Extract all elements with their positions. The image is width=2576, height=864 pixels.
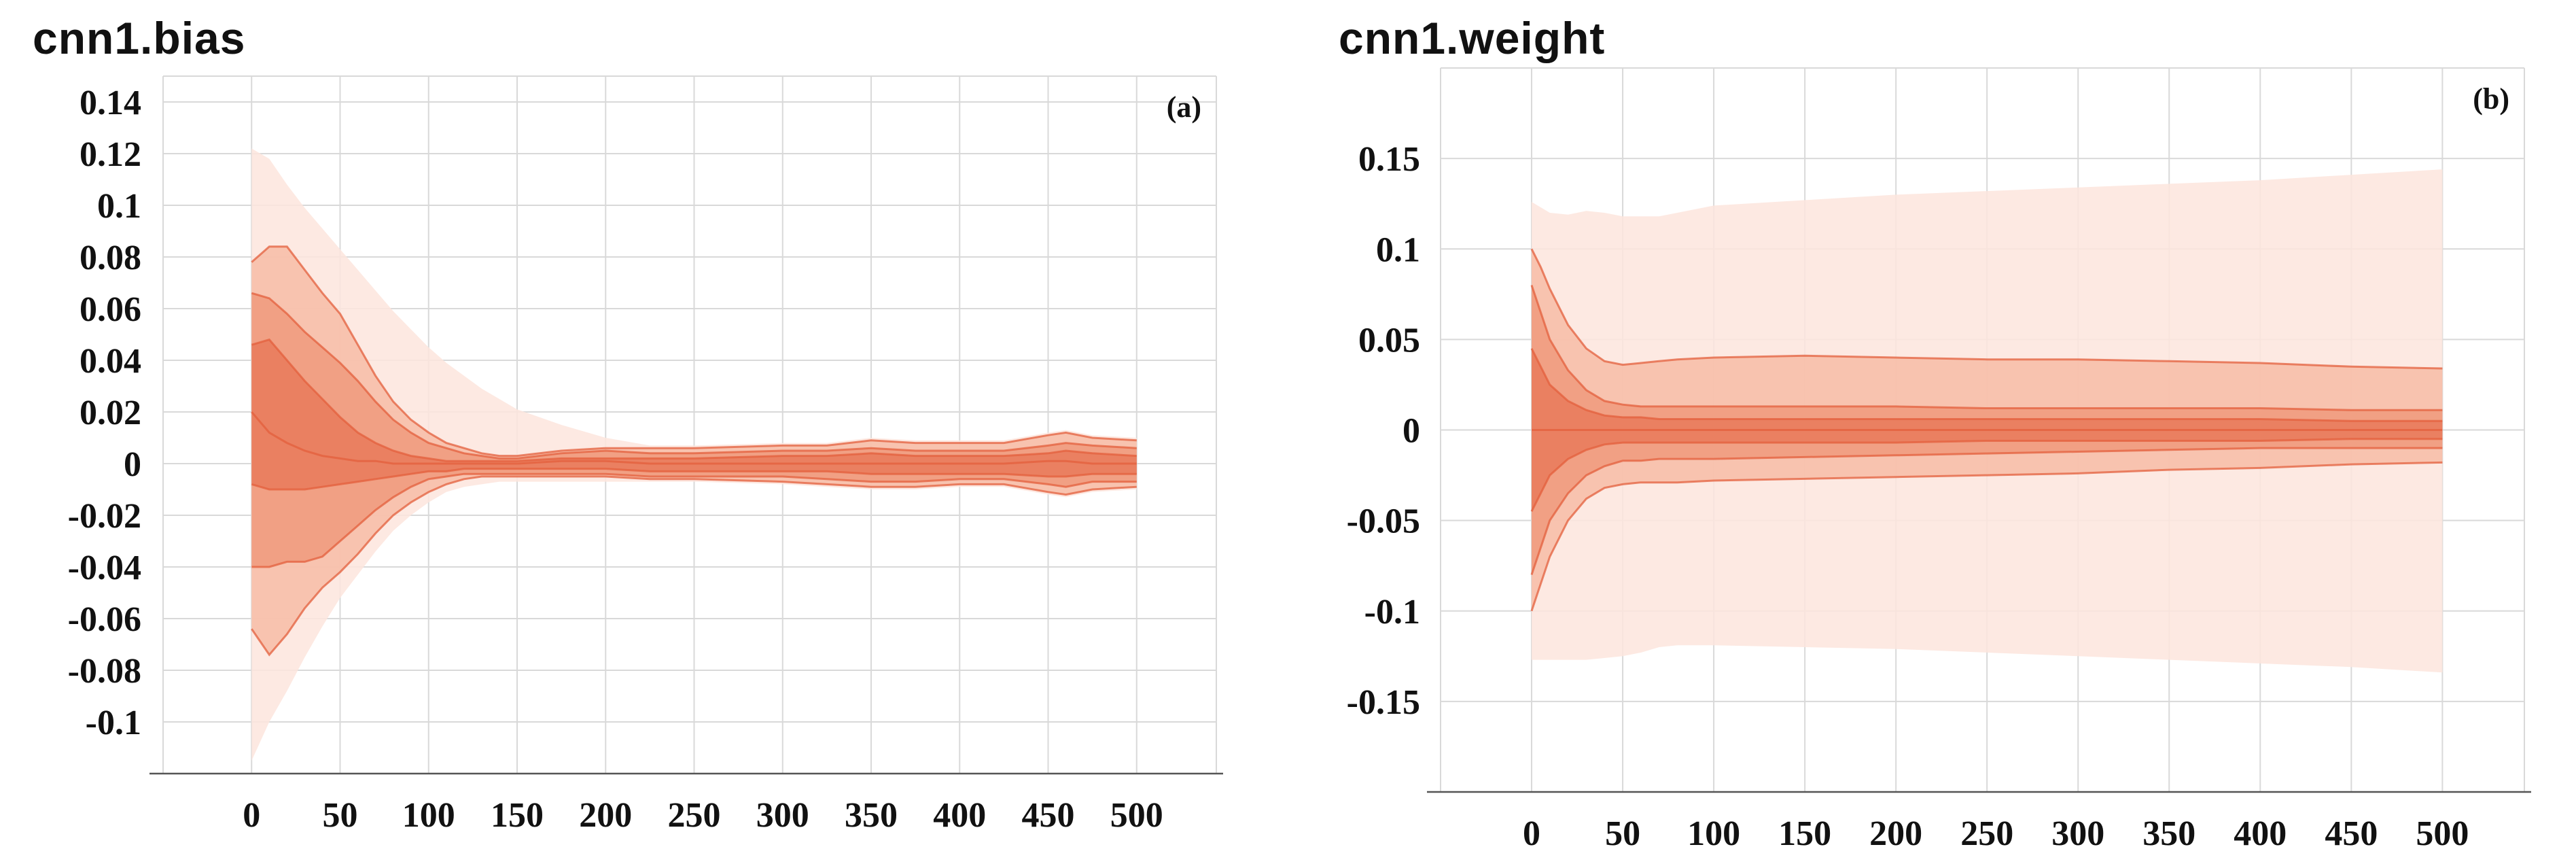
y-tick-label: -0.05 bbox=[1347, 502, 1420, 541]
x-tick-label: 300 bbox=[756, 796, 809, 835]
x-tick-label: 0 bbox=[243, 796, 260, 835]
x-tick-label: 50 bbox=[1605, 814, 1640, 853]
y-tick-label: 0.08 bbox=[80, 239, 141, 277]
y-tick-label: 0.15 bbox=[1358, 140, 1420, 179]
y-tick-label: 0.12 bbox=[80, 135, 141, 174]
x-tick-label: 100 bbox=[1687, 814, 1740, 853]
series-area-band-mid bbox=[251, 246, 1137, 655]
y-tick-label: -0.02 bbox=[68, 497, 141, 536]
series-line-p16 bbox=[1530, 447, 2443, 575]
chart-panel-a: cnn1.bias 0 50 100 150 200 250 300 350 400 450 500… bbox=[0, 0, 1250, 864]
y-tick-label: 0.05 bbox=[1358, 321, 1420, 360]
x-tick-label: 300 bbox=[2051, 814, 2104, 853]
x-tick-label: 500 bbox=[1110, 796, 1163, 835]
x-tick-label: 0 bbox=[1523, 814, 1540, 853]
x-tick-label: 400 bbox=[933, 796, 986, 835]
panel-label: (a) bbox=[1167, 90, 1201, 124]
series-line-p7 bbox=[251, 475, 1137, 657]
x-tick-label: 350 bbox=[2142, 814, 2195, 853]
y-tick-label: 0 bbox=[124, 445, 141, 484]
series-line-p69 bbox=[251, 338, 1137, 462]
y-tick-label: -0.15 bbox=[1347, 683, 1420, 722]
y-tick-label: 0.06 bbox=[80, 290, 141, 329]
x-tick-label: 500 bbox=[2416, 814, 2469, 853]
chart-title: cnn1.bias bbox=[33, 13, 246, 63]
chart-title: cnn1.weight bbox=[1339, 13, 1606, 63]
x-tick-label: 450 bbox=[1022, 796, 1075, 835]
series-line-p16 bbox=[251, 472, 1137, 568]
x-tick-label: 400 bbox=[2234, 814, 2287, 853]
x-tick-label: 200 bbox=[579, 796, 632, 835]
series-area-band-inner bbox=[251, 293, 1137, 567]
series-area-band-core bbox=[251, 339, 1137, 489]
x-tick-label: 150 bbox=[1778, 814, 1831, 853]
series-line-p7 bbox=[1530, 461, 2443, 612]
series-line-p93 bbox=[1530, 248, 2443, 370]
chart-panel-b: cnn1.weight 0 50 100 150 200 250 300 350 400 450 5… bbox=[1318, 0, 2576, 864]
series-line-p31 bbox=[1530, 438, 2443, 512]
y-tick-label: 0.04 bbox=[80, 342, 141, 381]
y-tick-label: -0.1 bbox=[1364, 593, 1420, 632]
y-tick-label: 0.1 bbox=[97, 187, 141, 226]
series-line-p69 bbox=[1530, 348, 2443, 422]
chart-plot-b: 0 50 100 150 200 250 300 350 400 450 500 0.15 0.1 0.0… bbox=[1347, 67, 2531, 853]
y-tick-label: -0.04 bbox=[68, 549, 141, 587]
y-tick-label: 0.14 bbox=[80, 84, 141, 122]
x-tick-label: 200 bbox=[1869, 814, 1922, 853]
x-tick-label: 50 bbox=[323, 796, 358, 835]
y-tick-label: 0.02 bbox=[80, 394, 141, 432]
chart-plot-a: 0 50 100 150 200 250 300 350 400 450 500 0.14 0.12 0.… bbox=[68, 75, 1223, 835]
series-line-p93 bbox=[251, 245, 1137, 457]
x-tick-label: 250 bbox=[668, 796, 721, 835]
y-tick-label: 0 bbox=[1402, 412, 1420, 451]
x-tick-label: 450 bbox=[2325, 814, 2378, 853]
series-line-p84 bbox=[1530, 285, 2443, 411]
y-tick-label: -0.1 bbox=[86, 704, 141, 742]
x-tick-label: 250 bbox=[1960, 814, 2013, 853]
x-tick-label: 100 bbox=[402, 796, 455, 835]
y-tick-label: 0.1 bbox=[1376, 230, 1420, 269]
series-line-median bbox=[251, 411, 1137, 465]
series-line-p84 bbox=[251, 292, 1137, 460]
y-tick-label: -0.08 bbox=[68, 652, 141, 691]
x-tick-label: 350 bbox=[845, 796, 898, 835]
series-line-p31 bbox=[251, 468, 1137, 491]
y-tick-label: -0.06 bbox=[68, 600, 141, 639]
x-tick-label: 150 bbox=[491, 796, 544, 835]
panel-label: (b) bbox=[2473, 82, 2509, 116]
